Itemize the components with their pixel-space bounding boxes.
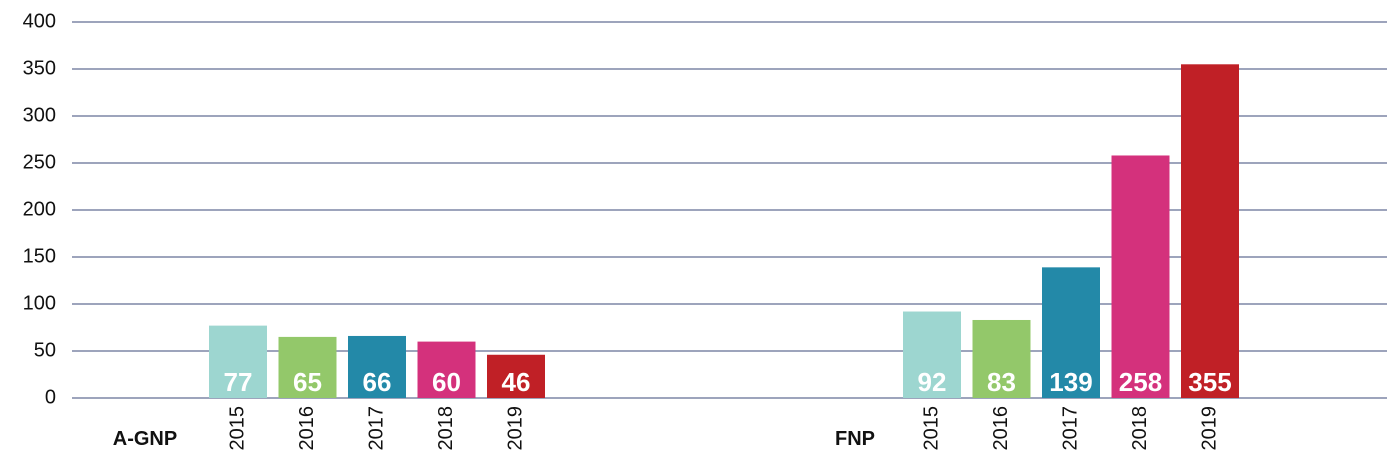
y-tick-label: 400 — [23, 10, 56, 32]
value-label: 60 — [432, 367, 461, 397]
bar — [348, 335, 406, 398]
bar — [1042, 267, 1100, 398]
value-label: 92 — [918, 367, 947, 397]
bar — [972, 319, 1031, 398]
series-label: 2017 — [365, 406, 387, 451]
series-label: 2015 — [226, 406, 248, 451]
y-tick-label: 150 — [23, 245, 56, 267]
bar — [209, 325, 267, 398]
y-tick-label: 50 — [34, 339, 56, 361]
series-label: 2016 — [990, 406, 1012, 451]
value-label: 83 — [987, 367, 1016, 397]
value-label: 66 — [363, 367, 392, 397]
series-label: 2018 — [1129, 406, 1151, 451]
x-category-label: A-GNP — [113, 428, 177, 450]
bar — [1181, 64, 1239, 399]
bar — [903, 311, 961, 398]
series-label: 2016 — [296, 406, 318, 451]
series-label: 2018 — [435, 406, 457, 451]
value-label: 139 — [1049, 367, 1092, 397]
value-label: 77 — [224, 367, 253, 397]
series-label: 2019 — [1198, 406, 1220, 451]
y-tick-label: 250 — [23, 151, 56, 173]
y-tick-label: 300 — [23, 104, 56, 126]
bar — [278, 336, 337, 398]
series-label: 2015 — [920, 406, 942, 451]
y-tick-label: 100 — [23, 292, 56, 314]
value-label: 355 — [1188, 367, 1231, 397]
bar — [487, 354, 545, 398]
value-label: 46 — [502, 367, 531, 397]
y-tick-label: 200 — [23, 198, 56, 220]
x-category-label: FNP — [835, 428, 875, 450]
y-tick-label: 0 — [45, 386, 56, 408]
value-label: 258 — [1119, 367, 1162, 397]
bar — [417, 341, 476, 398]
series-label: 2019 — [504, 406, 526, 451]
bar — [1111, 155, 1170, 398]
series-label: 2017 — [1059, 406, 1081, 451]
value-label: 65 — [293, 367, 322, 397]
y-tick-label: 350 — [23, 57, 56, 79]
